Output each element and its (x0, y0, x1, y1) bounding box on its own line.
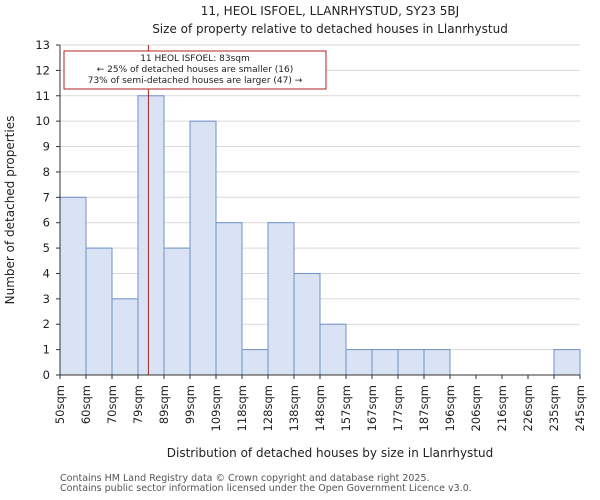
y-tick-label-5: 5 (43, 241, 50, 255)
bar-138sqm (293, 272, 321, 376)
y-tick-label-2: 2 (43, 317, 50, 331)
annotation-line-2: ← 25% of detached houses are smaller (16… (97, 65, 294, 75)
bar-70sqm (111, 298, 139, 376)
x-tick-label-60sqm: 60sqm (79, 385, 93, 424)
x-axis-label: Distribution of detached houses by size … (167, 446, 494, 460)
x-tick-label-118sqm: 118sqm (235, 385, 249, 431)
x-tick-label-89sqm: 89sqm (157, 385, 171, 424)
bar-235sqm (553, 349, 581, 376)
bar-79sqm (137, 95, 165, 376)
x-tick-label-70sqm: 70sqm (105, 385, 119, 424)
annotation-line-3: 73% of semi-detached houses are larger (… (88, 76, 303, 86)
x-tick-label-157sqm: 157sqm (339, 385, 353, 431)
chart: 11, HEOL ISFOEL, LLANRHYSTUD, SY23 5BJ S… (3, 4, 587, 460)
annotation-border (63, 50, 327, 90)
x-tick-label-216sqm: 216sqm (495, 385, 509, 431)
annotation-line-1: 11 HEOL ISFOEL: 83sqm (140, 54, 250, 64)
y-tick-label-12: 12 (35, 63, 50, 77)
chart-subtitle: Size of property relative to detached ho… (152, 22, 508, 36)
x-tick-label-177sqm: 177sqm (391, 385, 405, 431)
y-tick-label-9: 9 (43, 140, 50, 154)
chart-title: 11, HEOL ISFOEL, LLANRHYSTUD, SY23 5BJ (201, 4, 459, 18)
x-tick-label-196sqm: 196sqm (443, 385, 457, 431)
bar-128sqm (267, 222, 295, 376)
bar-60sqm (85, 247, 113, 376)
bar-50sqm (59, 196, 87, 376)
y-tick-label-8: 8 (43, 165, 50, 179)
x-tick-label-148sqm: 148sqm (313, 385, 327, 431)
y-tick-label-13: 13 (35, 38, 50, 52)
x-tick-label-79sqm: 79sqm (131, 385, 145, 424)
y-tick-label-4: 4 (43, 266, 50, 280)
footer-line-2: Contains public sector information licen… (60, 483, 472, 494)
y-tick-label-7: 7 (43, 190, 50, 204)
bar-187sqm (423, 349, 451, 376)
y-tick-label-6: 6 (43, 216, 50, 230)
footer-line-1: Contains HM Land Registry data © Crown c… (60, 473, 430, 484)
x-tick-label-187sqm: 187sqm (417, 385, 431, 431)
bars (59, 95, 581, 376)
y-tick-label-1: 1 (43, 343, 50, 357)
bar-157sqm (345, 349, 373, 376)
bar-99sqm (189, 120, 217, 376)
x-tick-label-99sqm: 99sqm (183, 385, 197, 424)
x-tick-label-138sqm: 138sqm (287, 385, 301, 431)
x-tick-label-167sqm: 167sqm (365, 385, 379, 431)
y-tick-label-3: 3 (43, 292, 50, 306)
y-tick-label-11: 11 (35, 89, 50, 103)
bar-148sqm (319, 323, 347, 376)
y-axis-label: Number of detached properties (3, 116, 17, 305)
bar-118sqm (241, 349, 269, 376)
x-tick-label-109sqm: 109sqm (209, 385, 223, 431)
annotation-box: 11 HEOL ISFOEL: 83sqm ← 25% of detached … (63, 50, 327, 90)
x-tick-label-50sqm: 50sqm (53, 385, 67, 424)
bar-109sqm (215, 222, 243, 376)
x-tick-label-128sqm: 128sqm (261, 385, 275, 431)
bar-89sqm (163, 247, 191, 376)
x-ticks: 50sqm 60sqm 70sqm 79sqm 89sqm 99sqm 109sqm 118s… (53, 375, 587, 431)
y-tick-label-0: 0 (43, 368, 50, 382)
x-tick-label-235sqm: 235sqm (547, 385, 561, 431)
x-tick-label-245sqm: 245sqm (573, 385, 587, 431)
bar-177sqm (397, 349, 425, 376)
bar-167sqm (371, 349, 399, 376)
y-tick-label-10: 10 (35, 114, 50, 128)
x-tick-label-226sqm: 226sqm (521, 385, 535, 431)
x-tick-label-206sqm: 206sqm (469, 385, 483, 431)
